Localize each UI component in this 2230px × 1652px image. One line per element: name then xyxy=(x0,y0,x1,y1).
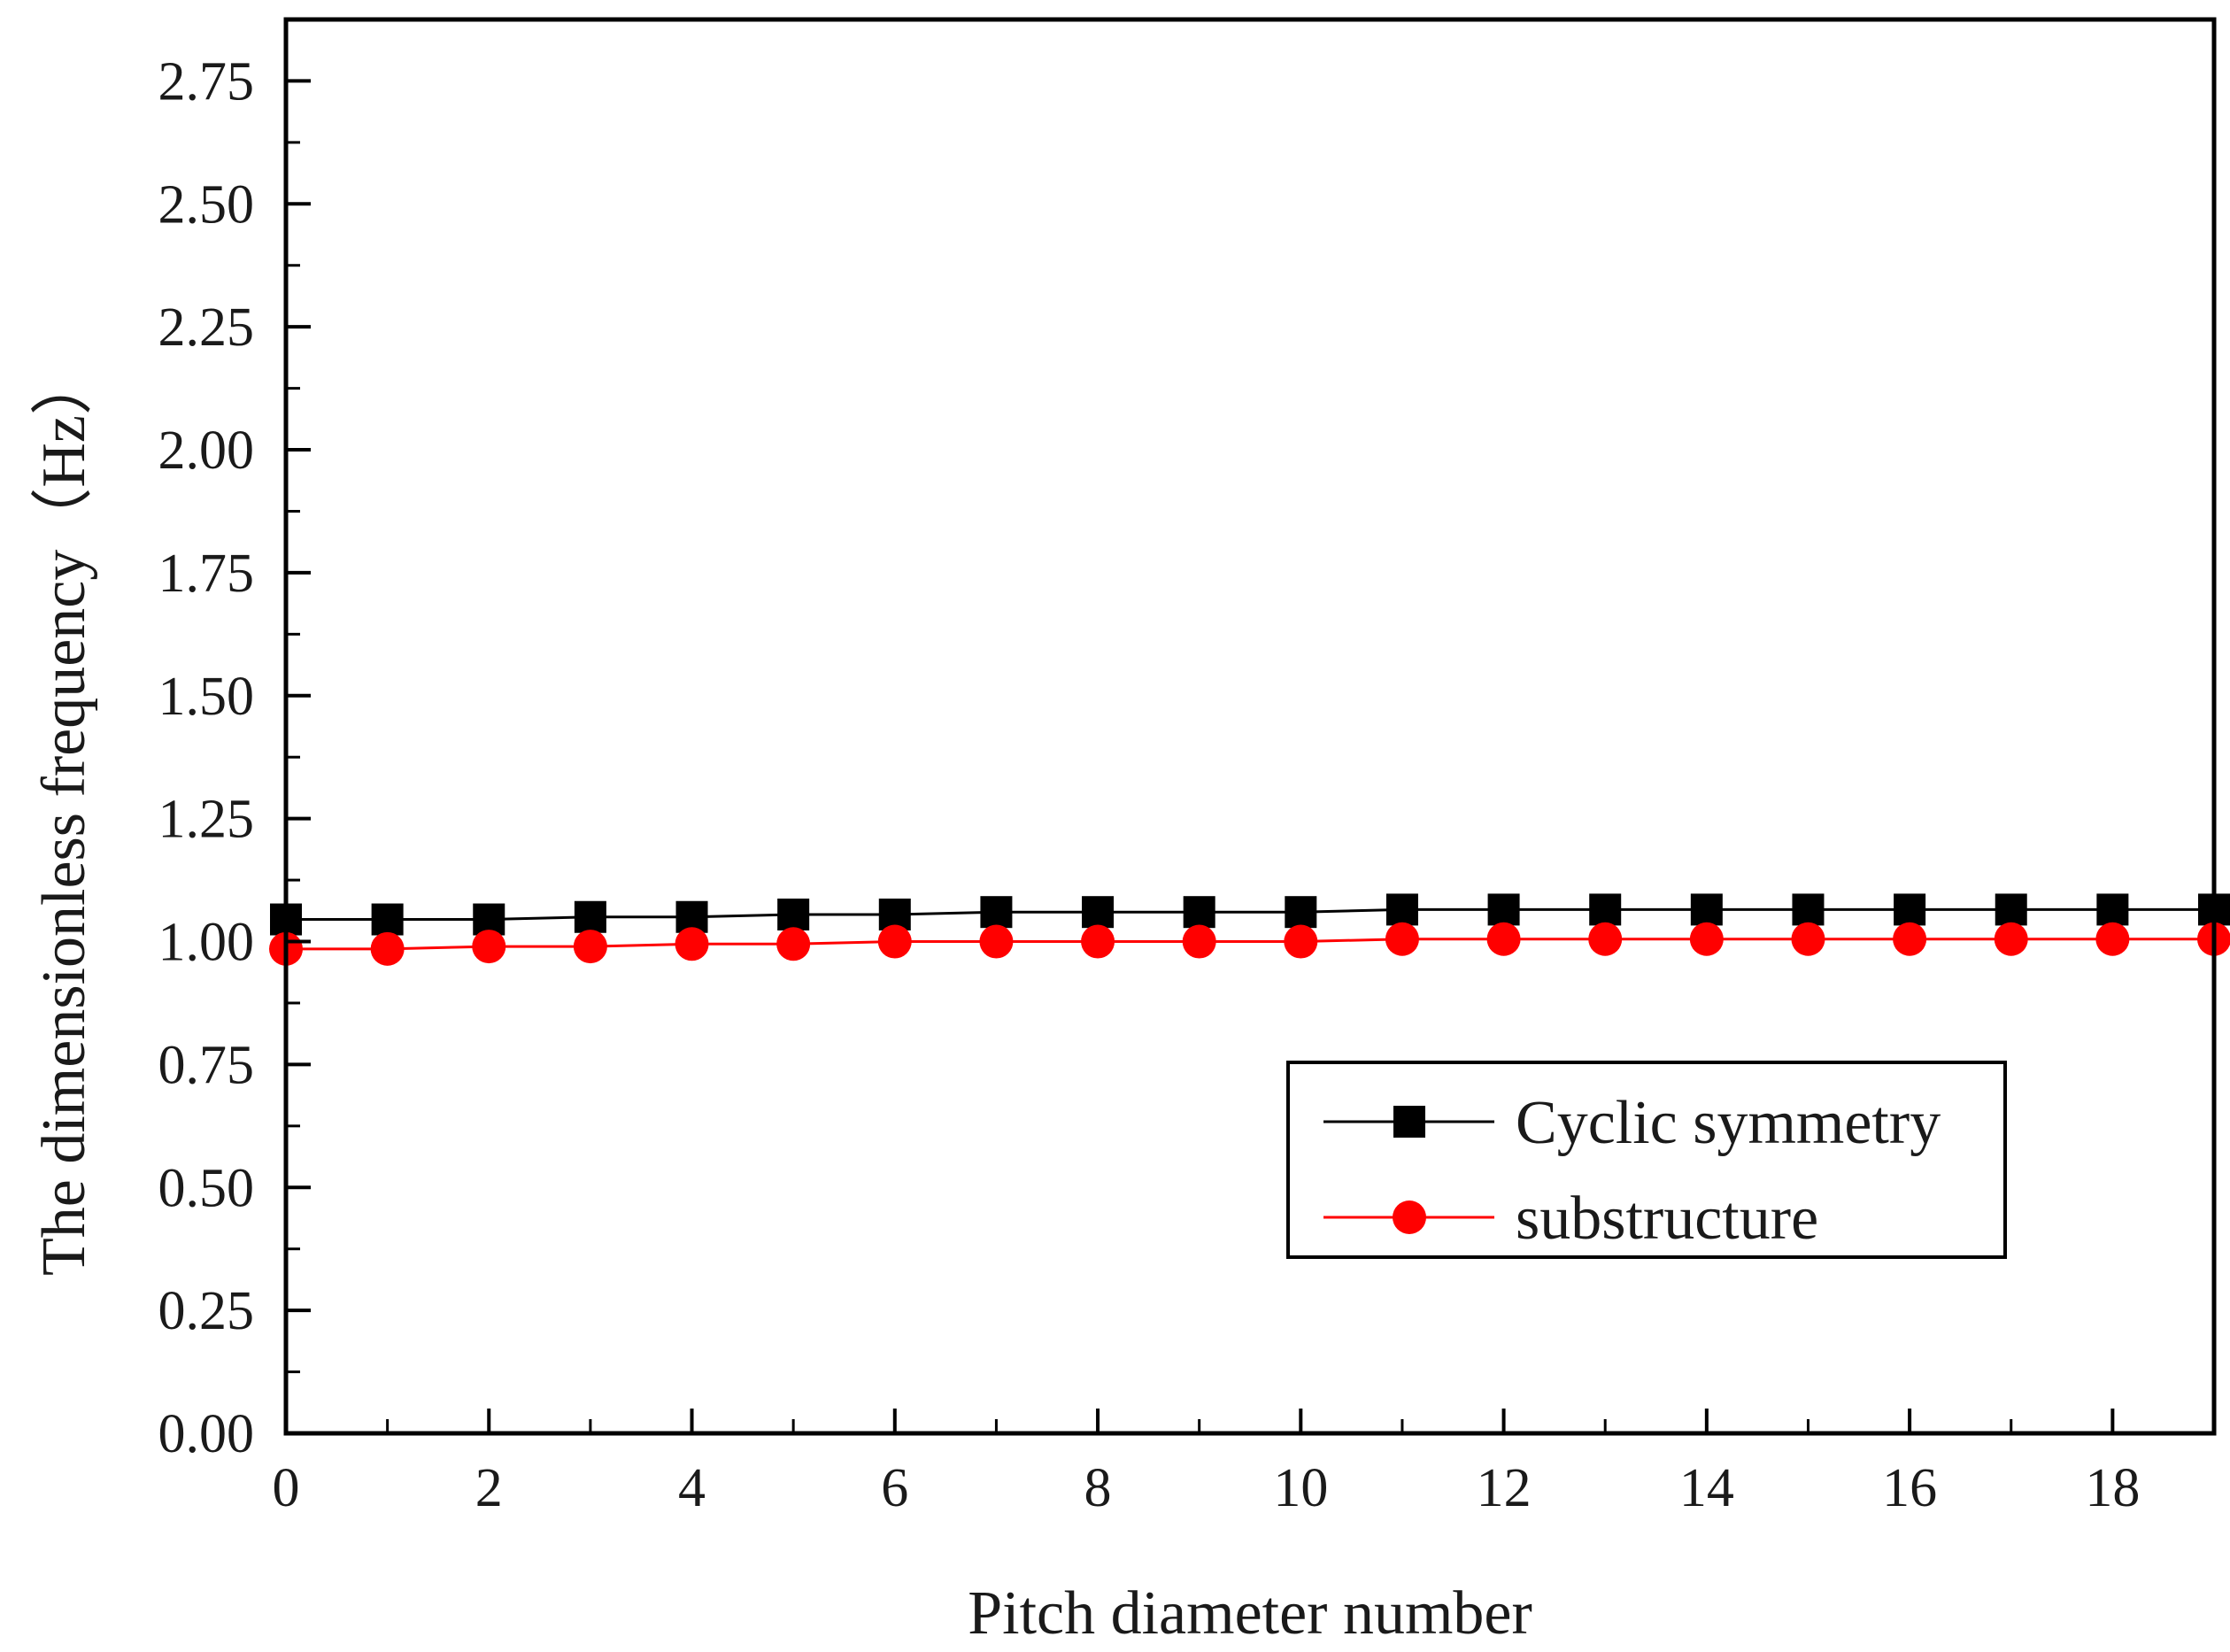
data-point-substructure xyxy=(573,930,607,964)
data-point-cyclic-symmetry xyxy=(1082,896,1115,929)
data-point-substructure xyxy=(370,931,405,966)
legend: Cyclic symmetry substructure xyxy=(1286,1061,2007,1259)
data-point-substructure xyxy=(1994,922,2028,956)
y-tick-label: 2.75 xyxy=(158,51,255,112)
y-tick-label: 1.75 xyxy=(158,544,255,604)
data-point-substructure xyxy=(1081,924,1115,959)
ticks-layer: 0.00 0.25 0.50 0.75 1.00 1.25 1.50 1.75 2.00 2.25… xyxy=(158,51,2141,1518)
x-tick-label: 10 xyxy=(1273,1458,1328,1518)
data-point-cyclic-symmetry xyxy=(1183,896,1215,929)
data-point-substructure xyxy=(1486,922,1521,956)
x-tick-label: 14 xyxy=(1679,1458,1734,1518)
x-tick-label: 0 xyxy=(273,1458,300,1518)
x-tick-label: 6 xyxy=(881,1458,908,1518)
data-point-substructure xyxy=(1284,924,1318,959)
data-point-substructure xyxy=(1689,922,1724,956)
data-point-cyclic-symmetry xyxy=(1487,893,1520,926)
series-layer xyxy=(269,893,2230,966)
x-tick-label: 8 xyxy=(1084,1458,1112,1518)
data-point-cyclic-symmetry xyxy=(1690,893,1723,926)
x-tick-label: 18 xyxy=(2085,1458,2140,1518)
series-line-substructure xyxy=(286,938,2214,951)
data-point-substructure xyxy=(1893,922,1927,956)
legend-marker-substructure xyxy=(1393,1200,1426,1234)
y-tick-label: 0.25 xyxy=(158,1281,255,1341)
data-point-cyclic-symmetry xyxy=(371,903,404,936)
data-point-substructure xyxy=(675,927,709,961)
x-axis-title: Pitch diameter number xyxy=(968,1579,1532,1648)
y-tick-label: 2.25 xyxy=(158,297,255,358)
data-point-cyclic-symmetry xyxy=(1285,896,1317,929)
data-point-substructure xyxy=(979,924,1014,959)
y-tick-label: 1.00 xyxy=(158,913,255,973)
y-tick-label: 0.50 xyxy=(158,1158,255,1218)
data-point-substructure xyxy=(1385,922,1419,956)
x-tick-label: 4 xyxy=(678,1458,706,1518)
y-tick-label: 1.25 xyxy=(158,790,255,850)
series-line-cyclic-symmetry xyxy=(286,907,2214,922)
data-point-cyclic-symmetry xyxy=(2096,893,2129,926)
data-point-cyclic-symmetry xyxy=(777,898,810,930)
y-tick-label: 2.00 xyxy=(158,421,255,481)
data-point-substructure xyxy=(1182,924,1216,959)
y-axis-title: The dimensionless frequency（Hz） xyxy=(30,353,98,1276)
data-point-cyclic-symmetry xyxy=(1995,893,2027,926)
y-tick-label: 0.75 xyxy=(158,1035,255,1095)
data-point-cyclic-symmetry xyxy=(1792,893,1825,926)
y-tick-label: 0.00 xyxy=(158,1404,255,1464)
data-point-substructure xyxy=(877,924,912,959)
data-point-cyclic-symmetry xyxy=(1589,893,1622,926)
x-tick-label: 12 xyxy=(1477,1458,1532,1518)
data-point-cyclic-symmetry xyxy=(574,900,606,933)
plot-frame xyxy=(283,17,2217,1436)
legend-label-cyclic-symmetry: Cyclic symmetry xyxy=(1516,1089,1941,1157)
x-tick-label: 2 xyxy=(475,1458,503,1518)
data-point-substructure xyxy=(776,927,811,961)
y-tick-label: 2.50 xyxy=(158,174,255,235)
data-point-substructure xyxy=(472,930,506,964)
legend-marker-cyclic-symmetry xyxy=(1393,1106,1425,1138)
data-point-cyclic-symmetry xyxy=(980,896,1013,929)
data-point-substructure xyxy=(1588,922,1623,956)
x-tick-label: 16 xyxy=(1882,1458,1937,1518)
legend-label-substructure: substructure xyxy=(1516,1185,1818,1253)
y-tick-label: 1.50 xyxy=(158,667,255,727)
data-point-cyclic-symmetry xyxy=(1894,893,1926,926)
data-point-substructure xyxy=(1791,922,1825,956)
data-point-substructure xyxy=(2095,922,2130,956)
data-point-cyclic-symmetry xyxy=(1385,893,1418,926)
